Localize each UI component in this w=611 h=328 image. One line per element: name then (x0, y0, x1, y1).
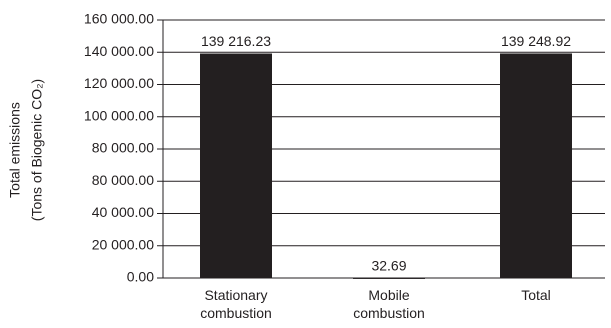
y-axis-title-line: (Tons of Biogenic CO₂) (29, 79, 45, 221)
x-tick-label: Stationary combustion (200, 287, 272, 321)
y-axis-title-line: Total emissions (7, 102, 23, 198)
y-tick-label: 0.00 (127, 269, 154, 285)
x-tick-label: Total (521, 287, 551, 303)
x-tick-label: Mobile combustion (353, 287, 425, 321)
y-tick-label: 140 000.00 (84, 43, 154, 59)
y-tick-label: 120 000.00 (84, 75, 154, 91)
y-tick-label: 80 000.00 (92, 140, 154, 156)
value-label: 139 216.23 (201, 33, 271, 49)
y-tick-label: 80 000.00 (92, 172, 154, 188)
bar (353, 277, 425, 279)
y-tick-label: 160 000.00 (84, 11, 154, 27)
y-tick-label: 100 000.00 (84, 107, 154, 123)
y-tick-label: 20 000.00 (92, 236, 154, 252)
bar (500, 53, 572, 278)
y-axis-title: Total emissions (Tons of Biogenic CO₂) (7, 79, 45, 221)
y-tick-label: 40 000.00 (92, 204, 154, 220)
value-label: 139 248.92 (501, 33, 571, 49)
value-label: 32.69 (371, 258, 406, 274)
bar (200, 53, 272, 279)
